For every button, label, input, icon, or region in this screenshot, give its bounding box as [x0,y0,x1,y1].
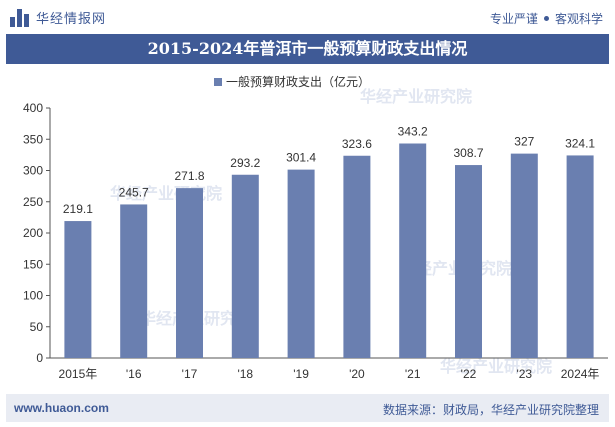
tagline: 专业严谨 客观科学 [490,10,603,27]
y-tick-label: 300 [23,164,43,178]
x-tick-label: '21 [405,367,421,381]
footer-url: www.huaon.com [14,401,109,415]
bar-chart-logo-icon [10,8,30,27]
bar [120,204,148,358]
y-tick-label: 400 [23,101,43,115]
bar [231,174,259,358]
bar [566,155,594,358]
tagline-2: 客观科学 [554,12,603,26]
data-label: 323.6 [342,137,372,151]
data-label: 343.2 [398,125,428,139]
data-label: 324.1 [565,136,595,150]
y-tick-label: 250 [23,195,43,209]
legend: 一般预算财政支出（亿元） [214,74,370,89]
data-label: 219.1 [63,202,93,216]
y-tick-label: 50 [30,320,44,334]
legend-label: 一般预算财政支出（亿元） [226,74,370,89]
data-label: 293.2 [230,156,260,170]
footer-source: 数据来源：财政局，华经产业研究院整理 [382,403,599,417]
dot-icon [543,16,549,21]
bar [176,188,203,358]
top-bar: 华经情报网 专业严谨 客观科学 [0,0,615,34]
watermark-logo: 华经产业研究院 [440,357,552,376]
bar-chart: 华经产业研究院 华经产业研究院 华经产业研究院 华经产业研究院 华经产业研究院 … [23,74,608,381]
data-label: 271.8 [174,169,204,183]
x-tick-label: '20 [349,367,365,381]
y-tick-label: 200 [23,226,43,240]
x-tick-label: '17 [182,367,198,381]
x-axis: 2015年 '16 '17 '18 '19 '20 '21 '22 '23 2024年 [50,357,608,381]
y-tick-label: 0 [36,351,43,365]
x-tick-label: '18 [237,367,253,381]
chart-area: 华经产业研究院 华经产业研究院 华经产业研究院 华经产业研究院 华经产业研究院 … [0,64,615,390]
bar [287,169,315,358]
data-label: 327 [514,135,534,149]
x-tick-label: 2015年 [59,367,98,381]
x-tick-label: '22 [461,367,477,381]
brand: 华经情报网 [10,8,106,27]
x-tick-label: '19 [293,367,309,381]
bar [64,221,92,358]
data-label: 301.4 [286,151,316,165]
x-tick-label: '16 [126,367,142,381]
data-label: 245.7 [119,185,149,199]
data-labels: 219.1 245.7 271.8 293.2 301.4 323.6 343.2 308.7… [63,125,596,217]
x-tick-label: '23 [516,367,532,381]
y-axis: 0 50 100 150 200 250 300 350 400 [23,101,51,365]
title-bar: 2015-2024年普洱市一般预算财政支出情况 [6,34,609,64]
bar [510,153,538,358]
bars [64,143,594,358]
chart-title: 2015-2024年普洱市一般预算财政支出情况 [147,39,468,58]
data-label: 308.7 [453,146,483,160]
bar [399,143,427,358]
brand-name: 华经情报网 [36,11,107,26]
x-tick-label: 2024年 [561,367,600,381]
y-tick-label: 150 [23,257,43,271]
bar [455,165,482,358]
legend-swatch [214,78,222,86]
footer: www.huaon.com 数据来源：财政局，华经产业研究院整理 [6,394,609,422]
watermark-logo: 华经产业研究院 [360,87,472,106]
tagline-1: 专业严谨 [489,12,538,26]
y-tick-label: 350 [23,132,43,146]
y-tick-label: 100 [23,289,43,303]
bar [343,155,371,358]
